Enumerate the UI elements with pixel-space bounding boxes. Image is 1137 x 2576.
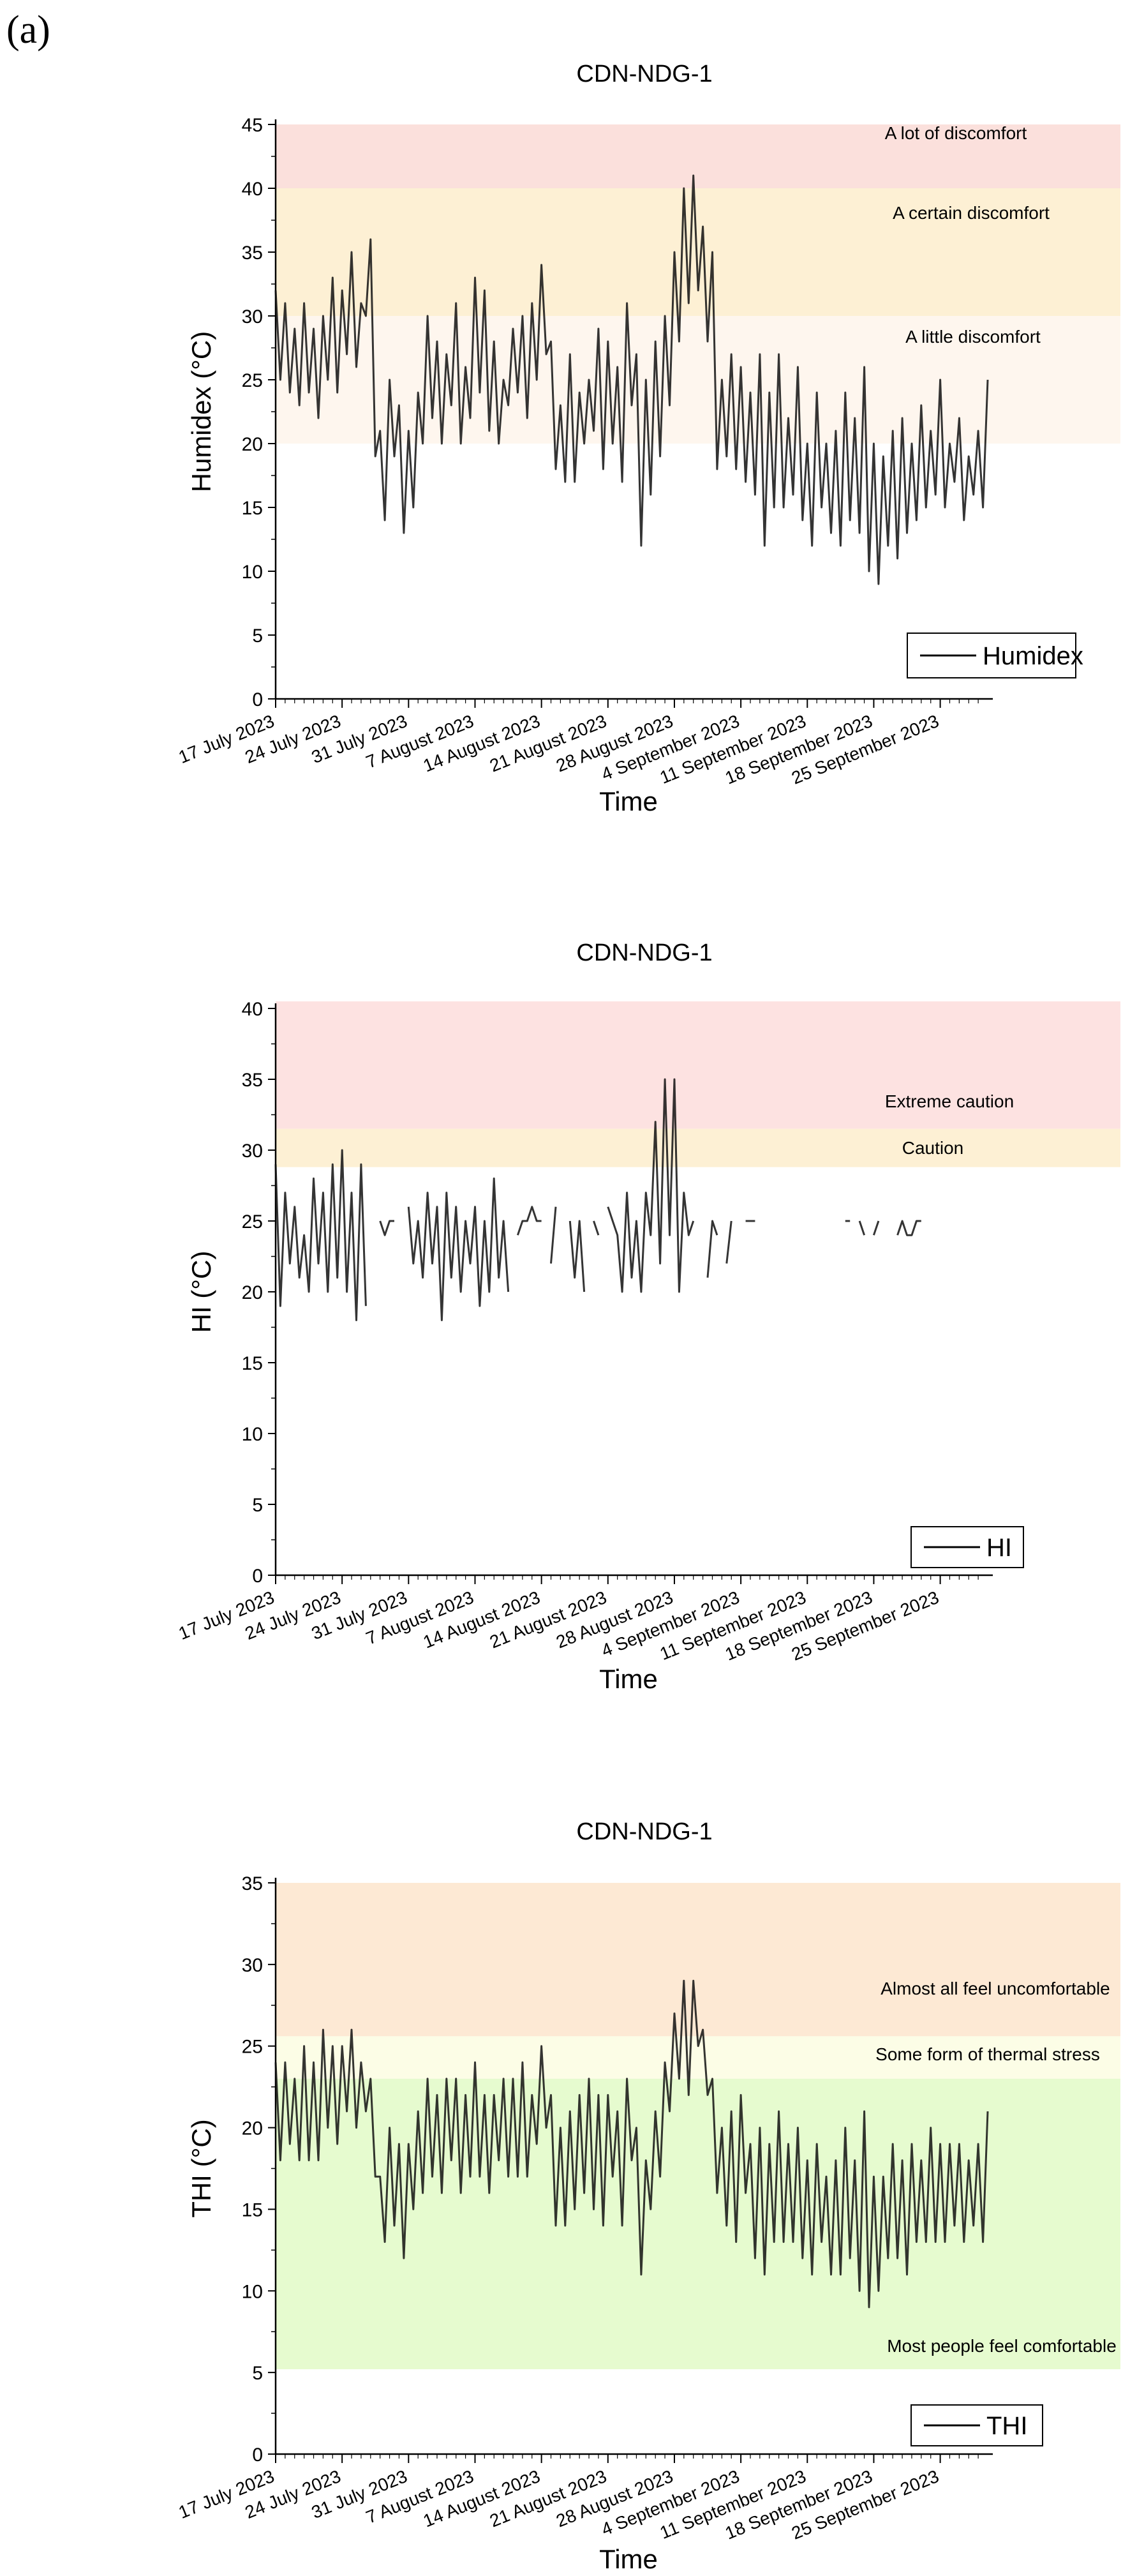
chart-2: Extreme caution Caution CDN-NDG-1 0 5 10 15 20 2… [175,940,1120,1694]
series-line-hi [274,1078,921,1321]
y-tick-label: 35 [242,1070,263,1091]
series-line-thi [274,1979,989,2309]
zone-band [276,188,1120,316]
panel-label: (a) [6,8,50,52]
legend: HI [910,1526,1024,1568]
y-tick-label: 30 [242,306,263,327]
y-tick-label: 20 [242,1282,263,1303]
legend-label: Humidex [983,642,1083,670]
zone-label: Some form of thermal stress [875,2044,1100,2064]
zone-label: Extreme caution [885,1091,1014,1111]
zone-label: A little discomfort [905,327,1041,347]
y-tick-label: 20 [242,434,263,455]
y-tick-label: 35 [242,243,263,264]
chart-title: CDN-NDG-1 [576,1818,712,1845]
y-axis-label: Humidex (°C) [186,331,216,493]
zone-label: Almost all feel uncomfortable [881,1979,1110,1998]
y-tick-label: 25 [242,2037,263,2058]
y-tick-label: 30 [242,1955,263,1976]
y-tick-label: 10 [242,2281,263,2302]
chart-1: A lot of discomfort A certain discomfort A… [175,61,1120,816]
zone-label: A certain discomfort [893,203,1050,223]
zone-band [276,124,1120,188]
zone-label: Most people feel comfortable [887,2336,1117,2356]
y-tick-label: 10 [242,1424,263,1445]
zone-band [276,1128,1120,1167]
y-tick-label: 15 [242,498,263,519]
y-tick-label: 40 [242,999,263,1020]
legend: Humidex [907,633,1083,678]
y-tick-label: 5 [252,2363,263,2384]
y-tick-label: 30 [242,1141,263,1162]
y-tick-label: 35 [242,1873,263,1894]
y-tick-label: 5 [252,625,263,647]
y-tick-label: 5 [252,1495,263,1516]
chart-title: CDN-NDG-1 [576,61,712,87]
legend-label: THI [986,2412,1027,2440]
y-tick-label: 20 [242,2118,263,2139]
x-axis-label: Time [599,1664,658,1694]
legend: THI [910,2404,1043,2446]
y-tick-label: 45 [242,115,263,136]
y-tick-label: 40 [242,179,263,200]
y-tick-label: 0 [252,1566,263,1587]
y-tick-label: 15 [242,2199,263,2220]
y-tick-label: 10 [242,562,263,583]
zone-band [276,1001,1120,1129]
zone-band [276,1883,1120,2037]
legend-label: HI [986,1534,1012,1562]
x-axis-label: Time [599,786,658,816]
zone-label: A lot of discomfort [885,123,1027,143]
x-axis-label: Time [599,2544,658,2574]
y-axis-label: THI (°C) [186,2119,216,2217]
chart-3: Almost all feel uncomfortable Some form o… [175,1818,1120,2574]
series-line-humidex [274,174,989,585]
y-tick-label: 0 [252,2445,263,2466]
y-tick-label: 0 [252,689,263,710]
y-tick-label: 25 [242,370,263,391]
y-axis-label: HI (°C) [186,1251,216,1333]
chart-title: CDN-NDG-1 [576,940,712,966]
y-tick-label: 15 [242,1353,263,1374]
zone-label: Caution [902,1138,964,1158]
y-tick-label: 25 [242,1211,263,1232]
